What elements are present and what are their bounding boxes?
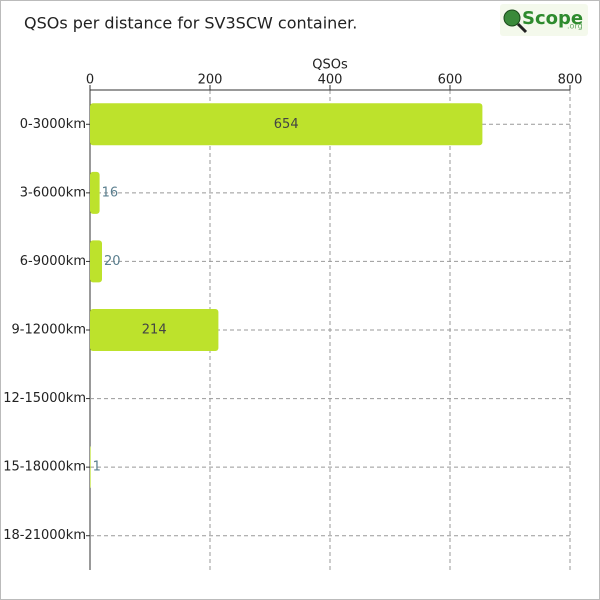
value-label: 654 [274, 117, 299, 132]
logo-globe [503, 9, 521, 27]
y-tick-label: 18-21000km [3, 528, 86, 543]
value-label: 16 [102, 185, 119, 200]
value-label: 1 [93, 460, 101, 475]
bar [90, 240, 102, 283]
y-tick-label: 6-9000km [20, 254, 86, 269]
logo: Scope .org [500, 4, 588, 36]
y-tick-label: 15-18000km [3, 460, 86, 475]
value-label: 20 [104, 254, 121, 269]
logo-handle [516, 22, 528, 34]
x-tick-label: 600 [438, 73, 463, 88]
x-tick-label: 200 [198, 73, 223, 88]
logo-suffix: .org [567, 22, 583, 31]
y-tick-label: 3-6000km [20, 185, 86, 200]
y-tick-label: 12-15000km [3, 391, 86, 406]
value-label: 214 [142, 323, 167, 338]
bar [90, 103, 483, 146]
x-axis-label: QSOs [312, 58, 348, 73]
x-tick-label: 0 [86, 73, 94, 88]
logo-text: Scope [522, 8, 583, 29]
y-tick-label: 0-3000km [20, 117, 86, 132]
y-tick-label: 9-12000km [11, 323, 86, 338]
bar [90, 171, 100, 214]
bar [90, 309, 219, 351]
x-tick-label: 400 [318, 73, 343, 88]
chart-title: QSOs per distance for SV3SCW container. [24, 14, 357, 33]
x-tick-label: 800 [558, 73, 583, 88]
bar [90, 446, 91, 489]
